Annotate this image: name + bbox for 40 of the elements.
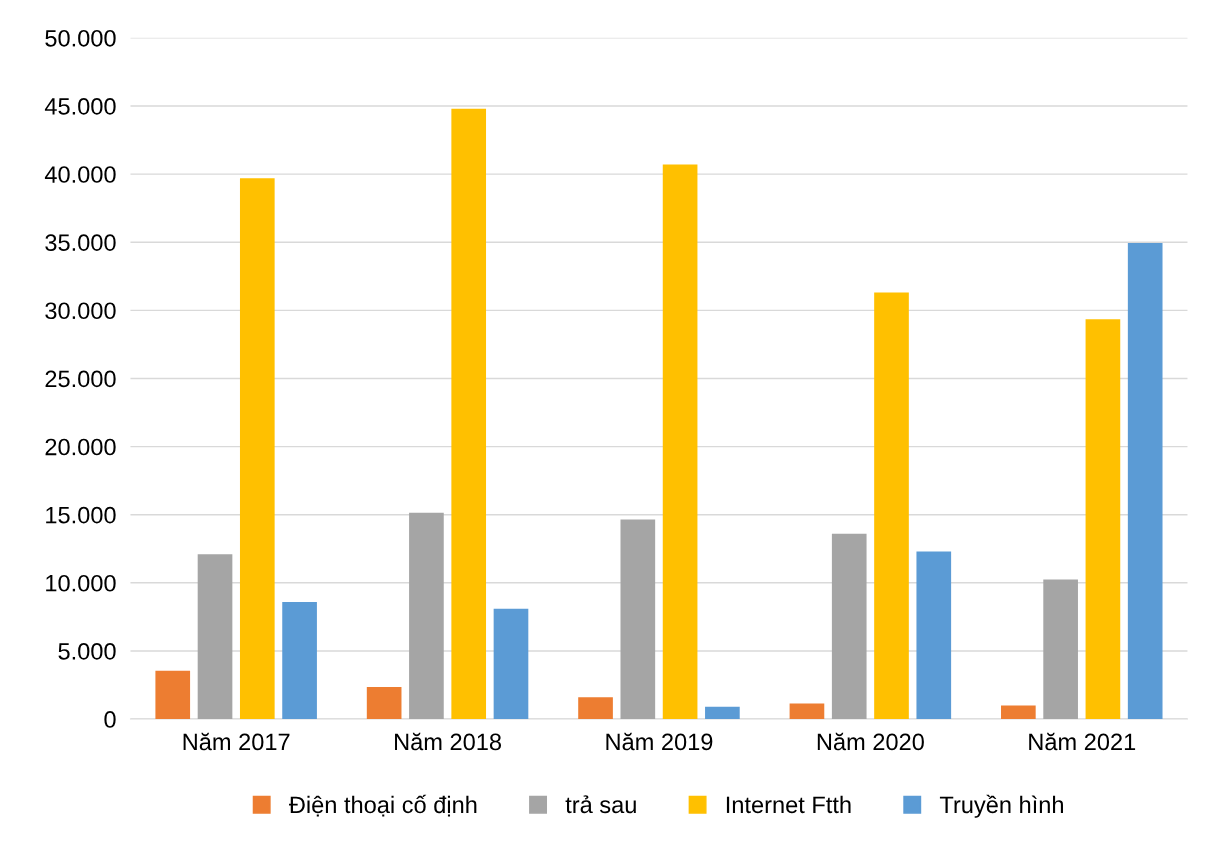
x-tick-label: Năm 2019 [606, 732, 713, 751]
y-tick-label: 20.000 [45, 438, 116, 456]
bar [916, 551, 952, 720]
bar [662, 164, 698, 720]
y-tick-label: 25.000 [45, 370, 116, 388]
x-tick-label: Năm 2017 [183, 732, 290, 751]
y-tick-label: 15.000 [46, 506, 116, 524]
bar [451, 108, 487, 720]
x-tick-label: Năm 2021 [1029, 732, 1136, 751]
y-tick-label: 45.000 [44, 98, 116, 115]
bar [155, 670, 191, 720]
x-tick-label: Năm 2020 [817, 732, 924, 751]
y-tick-label: 30.000 [45, 302, 116, 320]
bar [409, 512, 444, 720]
bar [282, 601, 317, 720]
legend-label: Internet Ftth [726, 795, 851, 814]
y-tick-label: 0 [104, 711, 116, 728]
bar [620, 519, 656, 720]
legend-label: Điện thoại cố định [289, 794, 477, 817]
bar [197, 554, 233, 720]
bar [578, 697, 613, 720]
bar [1043, 579, 1078, 720]
legend-label: trả sau [565, 795, 636, 814]
bar [239, 178, 275, 720]
legend-label: Truyền hình [939, 794, 1063, 818]
bar [1001, 705, 1036, 720]
y-tick-label: 10.000 [46, 574, 116, 592]
y-tick-label: 5.000 [58, 643, 116, 660]
y-tick-label: 40.000 [44, 166, 116, 183]
bar [831, 533, 867, 720]
bar [493, 608, 529, 720]
bar [366, 687, 402, 720]
y-tick-label: 35.000 [45, 234, 116, 251]
bar [1085, 319, 1121, 720]
bar [789, 703, 825, 720]
bar [705, 706, 740, 720]
bar [874, 292, 909, 720]
bar [1127, 242, 1163, 720]
y-tick-label: 50.000 [45, 29, 116, 47]
x-tick-label: Năm 2018 [395, 732, 502, 751]
